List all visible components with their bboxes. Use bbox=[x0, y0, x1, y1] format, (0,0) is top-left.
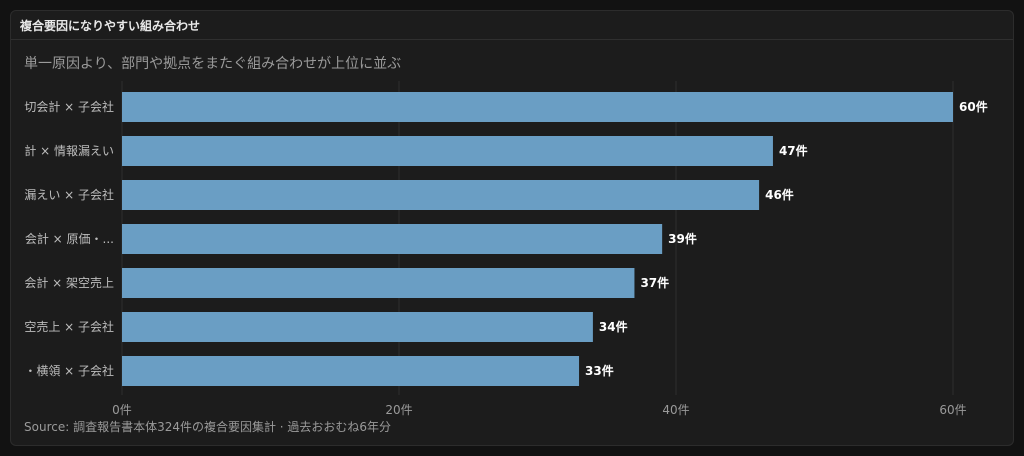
value-label-4: 37件 bbox=[640, 275, 669, 290]
category-label-5: 空売上 × 子会社 bbox=[24, 319, 114, 334]
value-label-5: 34件 bbox=[599, 319, 628, 334]
value-label-1: 47件 bbox=[779, 143, 808, 158]
chart-panel: 複合要因になりやすい組み合わせ 単一原因より、部門や拠点をまたぐ組み合わせが上位… bbox=[10, 10, 1014, 446]
x-tick-label-3: 60件 bbox=[939, 403, 966, 417]
bar-chart: 単一原因より、部門や拠点をまたぐ組み合わせが上位に並ぶ 切会計 × 子会社 60件… bbox=[24, 56, 988, 434]
category-label-1: 計 × 情報漏えい bbox=[24, 143, 114, 158]
chart-subtitle: 単一原因より、部門や拠点をまたぐ組み合わせが上位に並ぶ bbox=[24, 56, 401, 72]
category-label-2: 漏えい × 子会社 bbox=[24, 187, 114, 202]
chart-source: Source: 調査報告書本体324件の複合要因集計 · 過去おおむね6年分 bbox=[24, 419, 391, 434]
category-label-3: 会計 × 原価・... bbox=[25, 231, 114, 246]
bar-1 bbox=[122, 136, 773, 166]
bar-2 bbox=[122, 180, 760, 210]
x-tick-label-0: 0件 bbox=[112, 403, 132, 417]
x-axis-ticks: 0件 20件 40件 60件 bbox=[112, 403, 966, 417]
x-tick-label-2: 40件 bbox=[662, 403, 689, 417]
category-label-4: 会計 × 架空売上 bbox=[24, 275, 114, 290]
panel-title: 複合要因になりやすい組み合わせ bbox=[20, 18, 201, 33]
bars bbox=[122, 92, 953, 386]
category-label-6: ・横領 × 子会社 bbox=[24, 363, 114, 378]
bar-5 bbox=[122, 312, 593, 342]
bar-3 bbox=[122, 224, 663, 254]
bar-6 bbox=[122, 356, 580, 386]
bar-4 bbox=[122, 268, 635, 298]
x-tick-label-1: 20件 bbox=[385, 403, 412, 417]
value-label-6: 33件 bbox=[585, 363, 614, 378]
category-label-0: 切会計 × 子会社 bbox=[24, 99, 114, 114]
bar-0 bbox=[122, 92, 953, 122]
value-label-2: 46件 bbox=[765, 187, 794, 202]
value-label-3: 39件 bbox=[668, 231, 697, 246]
panel-header: 複合要因になりやすい組み合わせ bbox=[11, 11, 1013, 40]
value-label-0: 60件 bbox=[959, 99, 988, 114]
